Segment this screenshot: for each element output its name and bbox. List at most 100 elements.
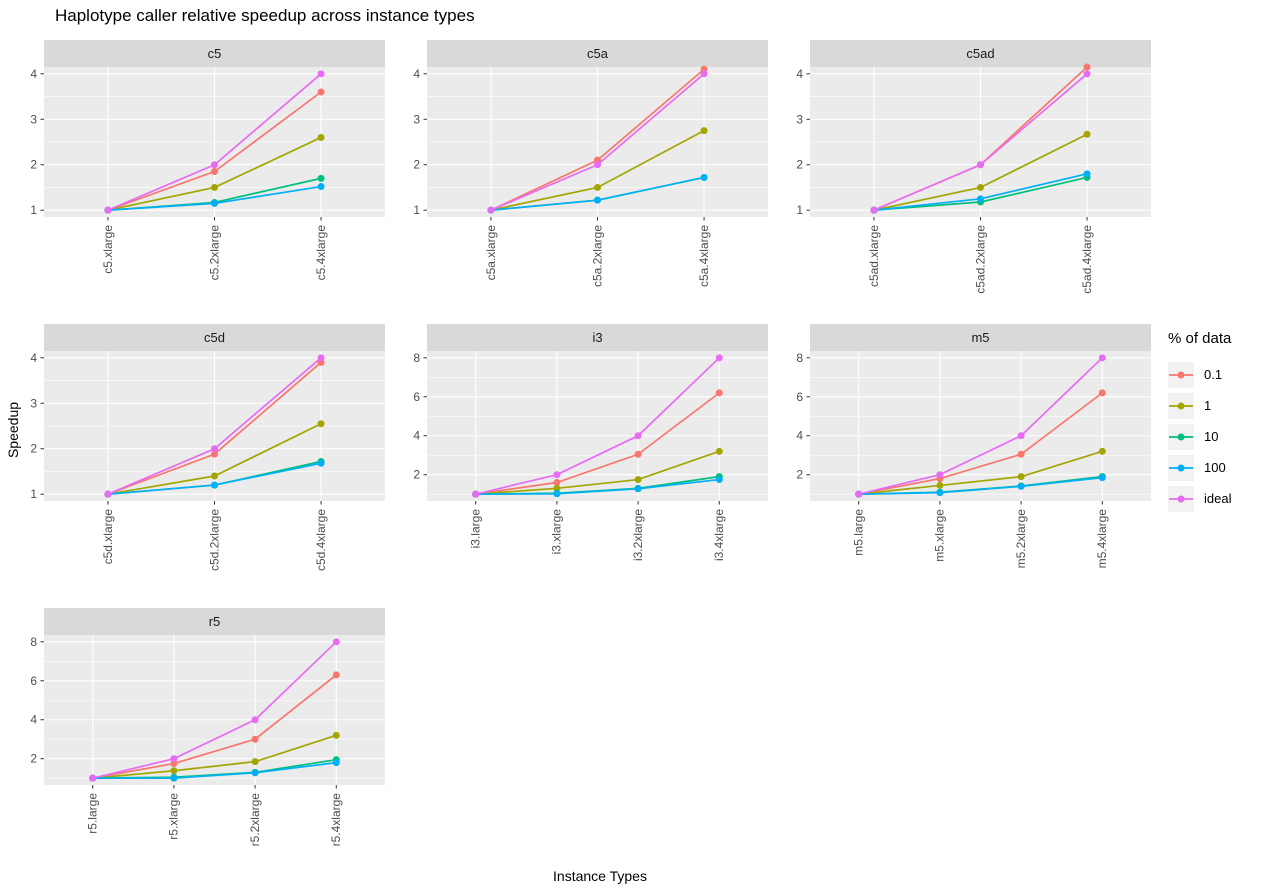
y-tick-label: 1 [30,487,37,501]
facet-chart-c5ad: 1 2 3 4 c5ad.xlarge c5ad.2xlarge c5ad.4xlarge c… [796,40,1151,294]
data-point [553,484,561,492]
series-line-ideal [92,641,337,780]
y-tick-label: 4 [796,67,803,81]
y-tick-label: 4 [30,713,37,727]
series-line-0.1 [475,392,720,496]
series-line-1 [858,450,1103,496]
legend-entry-0.1: 0.1 [1168,359,1278,390]
legend-title: % of data [1168,330,1232,347]
data-point [332,638,340,646]
x-tick-label: i3.4xlarge [712,509,726,561]
data-point [251,769,259,777]
y-tick-label: 6 [413,390,420,404]
y-tick-label: 4 [30,67,37,81]
x-tick-label: i3.large [469,509,483,549]
data-point [715,389,723,397]
series-line-100 [92,761,337,780]
x-tick-label: c5a.4xlarge [697,225,711,287]
x-tick-label: c5d.4xlarge [314,509,328,571]
facet-grid: 1 2 3 4 c5.xlarge c5.2xlarge c5.4xlarge c5 1 2 3 4 c… [8,40,1157,890]
y-tick-label: 3 [796,112,803,126]
facet-strip-label: i3 [592,330,602,345]
y-tick-label: 6 [796,390,803,404]
data-point [977,183,984,191]
data-point [104,490,112,498]
x-tick-label: c5.4xlarge [314,225,328,281]
data-point [317,70,325,78]
chart-title: Haplotype caller relative speedup across… [55,6,475,25]
y-tick-label: 2 [30,158,37,172]
facet-strip-label: r5 [209,614,221,629]
y-tick-label: 2 [30,752,37,766]
legend-entry-1: 1 [1168,390,1278,421]
data-point [211,168,218,176]
data-point [1083,63,1091,71]
x-tick-label: c5ad.4xlarge [1080,225,1094,294]
y-tick-label: 1 [413,203,420,217]
facet-chart-c5: 1 2 3 4 c5.xlarge c5.2xlarge c5.4xlarge c5 [30,40,385,281]
y-tick-label: 6 [30,674,37,688]
x-tick-label: c5ad.xlarge [867,225,881,287]
facet-cell-c5: 1 2 3 4 c5.xlarge c5.2xlarge c5.4xlarge c5 [8,40,391,322]
data-point [211,472,218,480]
x-tick-label: c5.2xlarge [207,225,221,281]
data-point [634,485,642,493]
data-point [317,420,325,428]
facet-strip-label: c5ad [966,46,994,61]
data-point [317,354,325,362]
data-point [170,774,178,782]
legend-key-icon [1168,423,1194,450]
facet-cell-m5: 2 4 6 8 m5.large m5.xlarge m5.2xlarge m5.4xlarg… [774,324,1157,606]
x-tick-label: m5.large [852,509,866,556]
data-point [855,490,863,498]
y-tick-label: 1 [30,203,37,217]
data-point [936,481,944,489]
data-point [634,476,642,484]
x-tick-label: i3.xlarge [550,509,564,555]
y-tick-label: 8 [796,351,803,365]
data-point [715,476,723,484]
x-tick-label: c5d.2xlarge [207,509,221,571]
x-tick-label: c5.xlarge [101,225,115,274]
data-point [700,127,708,135]
series-line-100 [858,476,1103,496]
data-point [936,471,944,479]
facet-chart-m5: 2 4 6 8 m5.large m5.xlarge m5.2xlarge m5.4xlarg… [796,324,1151,569]
data-point [317,174,325,182]
legend-entries: 0.1 1 10 100 ideal [1168,359,1278,514]
data-point [553,471,561,479]
x-tick-label: c5a.2xlarge [590,225,604,287]
data-point [1083,70,1091,78]
legend-entry-10: 10 [1168,421,1278,452]
x-tick-label: m5.4xlarge [1095,509,1109,569]
data-point [317,183,325,191]
legend-label: 0.1 [1204,367,1223,382]
data-point [977,161,984,169]
data-point [487,206,495,214]
x-tick-label: c5a.xlarge [484,225,498,281]
y-tick-label: 2 [796,158,803,172]
data-point [1083,130,1091,138]
data-point [1098,389,1106,397]
data-point [1017,482,1025,490]
legend-entry-100: 100 [1168,452,1278,483]
data-point [634,432,642,440]
series-line-ideal [858,357,1103,496]
data-point [553,490,561,498]
data-point [332,759,340,767]
y-tick-label: 4 [796,429,803,443]
series-line-1 [92,734,337,780]
data-point [594,183,601,191]
data-point [317,459,325,467]
data-point [715,447,723,455]
data-point [317,133,325,141]
facet-chart-i3: 2 4 6 8 i3.large i3.xlarge i3.2xlarge i3.4xlarg… [413,324,768,561]
y-tick-label: 2 [413,158,420,172]
facet-cell-r5: 2 4 6 8 r5.large r5.xlarge r5.2xlarge r5.4xlarg… [8,608,391,890]
legend-label: 100 [1204,460,1226,475]
data-point [1098,447,1106,455]
legend-key-icon [1168,485,1194,512]
data-point [1017,473,1025,481]
y-tick-label: 3 [30,396,37,410]
data-point [104,206,112,214]
